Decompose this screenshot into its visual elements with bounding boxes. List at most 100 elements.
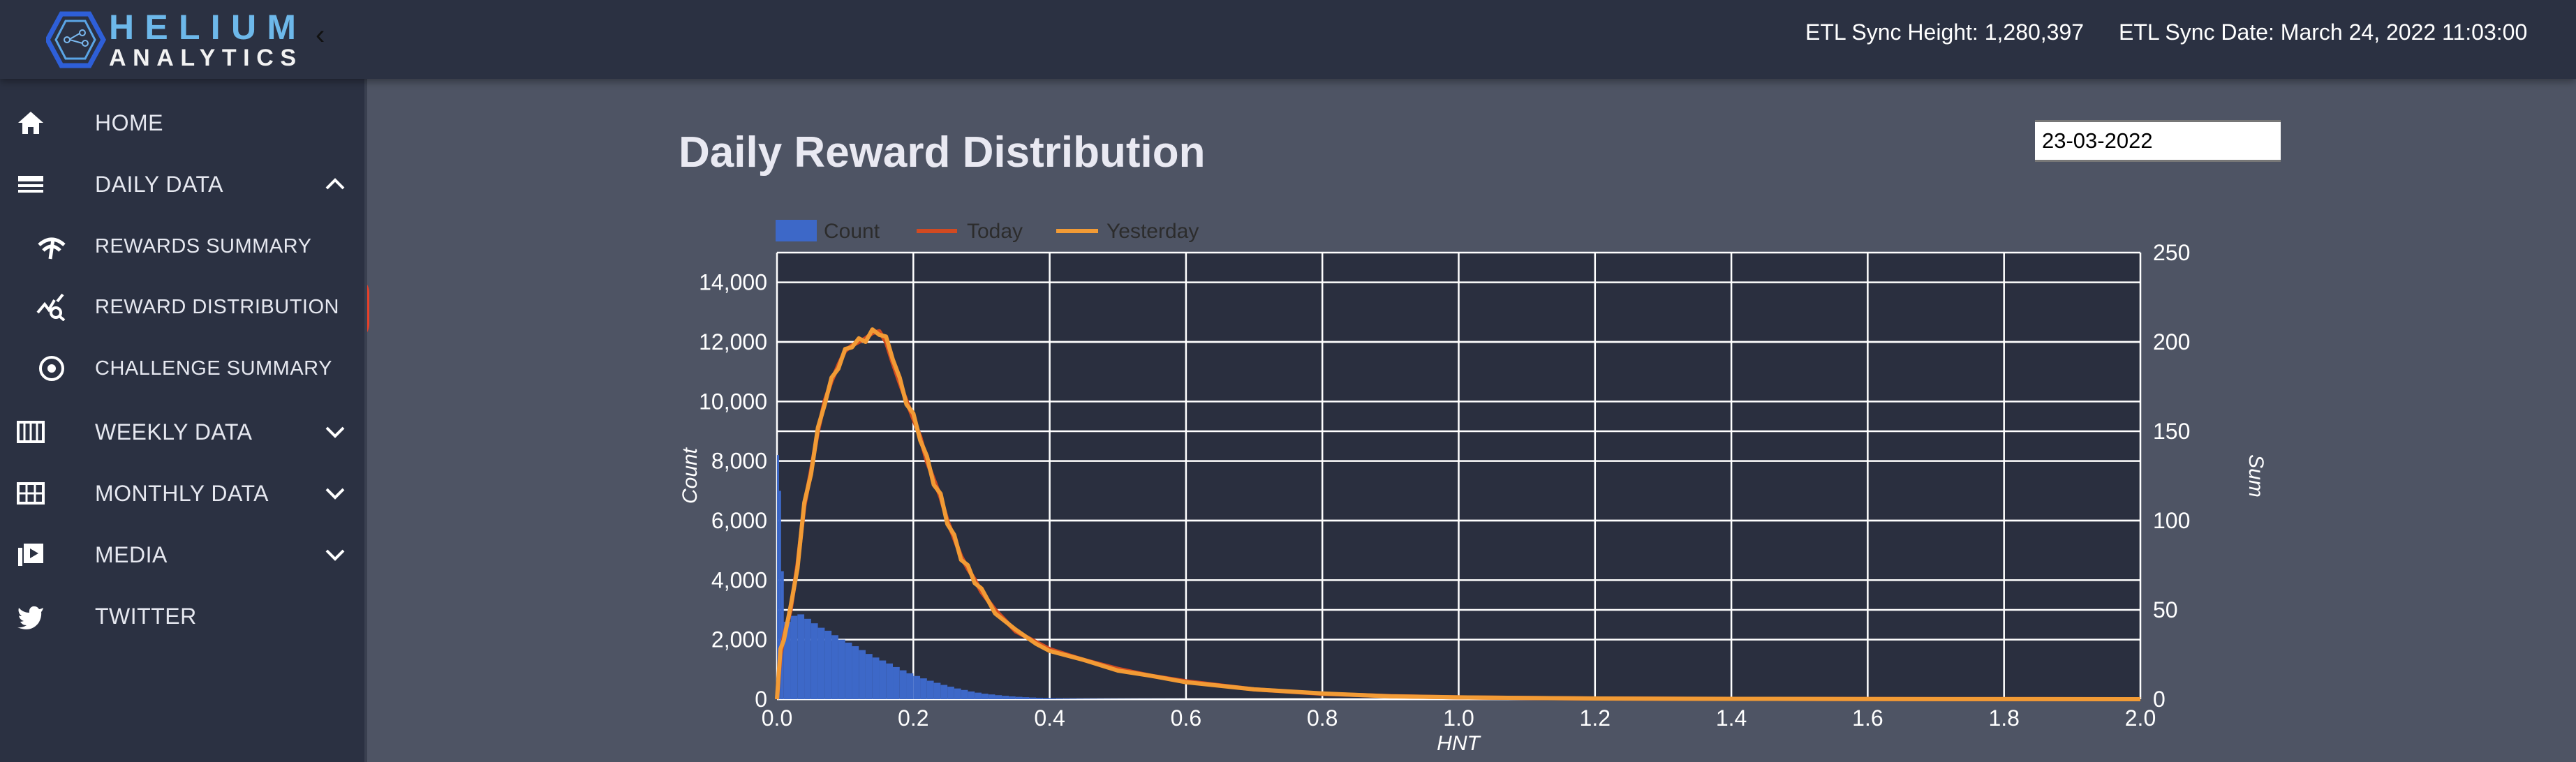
histogram-bar <box>790 615 798 699</box>
histogram-bar <box>778 491 781 699</box>
x-tick-label: 0.4 <box>1034 705 1065 731</box>
histogram-bar <box>783 622 791 699</box>
sidebar-item-label: REWARD DISTRIBUTION <box>95 296 339 318</box>
sidebar-item-label: DAILY DATA <box>95 172 224 197</box>
histogram-bar <box>954 688 961 699</box>
histogram-bar <box>913 675 921 699</box>
histogram-bar <box>852 646 859 699</box>
x-axis-title: HNT <box>1437 732 1481 755</box>
legend-yesterday-label[interactable]: Yesterday <box>1106 220 1199 243</box>
histogram-bar <box>1036 697 1043 699</box>
histogram-bar <box>817 627 825 699</box>
sidebar-item-label: WEEKLY DATA <box>95 419 253 444</box>
legend-count-swatch <box>776 220 817 241</box>
chevron-down-icon[interactable] <box>323 542 348 567</box>
gauge-icon <box>38 237 66 260</box>
helium-analytics-logo[interactable]: HELIUM ANALYTICS <box>46 8 297 71</box>
histogram-bar <box>824 630 832 699</box>
sidebar-item-media[interactable]: MEDIA <box>0 527 364 583</box>
histogram-bar <box>893 666 900 699</box>
histogram-bar <box>1042 698 1050 699</box>
y2-tick-label: 100 <box>2153 508 2190 533</box>
y2-tick-label: 50 <box>2153 597 2178 622</box>
y-tick-label: 6,000 <box>711 508 767 533</box>
sidebar-item-label: MEDIA <box>95 542 168 567</box>
video-icon <box>18 544 43 566</box>
y-tick-label: 8,000 <box>711 449 767 474</box>
y-tick-label: 2,000 <box>711 627 767 652</box>
legend[interactable]: Count Today Yesterday <box>776 220 1199 243</box>
histogram-bar <box>1090 698 1097 699</box>
twitter-icon <box>17 606 43 629</box>
sidebar-item-monthly-data[interactable]: MONTHLY DATA <box>0 465 364 521</box>
histogram-bar <box>947 687 954 699</box>
sidebar-item-rewards-summary[interactable]: REWARDS SUMMARY <box>0 218 364 274</box>
histogram-bar <box>777 455 779 699</box>
svg-text:HELIUM: HELIUM <box>109 8 296 47</box>
page-title: Daily Reward Distribution <box>679 128 1206 177</box>
histogram-bar <box>879 660 887 699</box>
histogram-bar <box>975 692 982 699</box>
histogram-bar <box>968 691 975 699</box>
histogram-bar <box>1015 696 1023 699</box>
histogram-bar <box>1022 697 1030 699</box>
sidebar-item-label: TWITTER <box>95 604 197 629</box>
target-icon <box>39 356 64 381</box>
svg-text:ANALYTICS: ANALYTICS <box>109 45 296 71</box>
histogram-bar <box>1083 698 1091 699</box>
legend-yesterday-swatch <box>1056 229 1098 233</box>
histogram-bar <box>1063 698 1070 699</box>
chevron-down-icon[interactable] <box>323 419 348 444</box>
histogram-bar <box>1049 698 1057 699</box>
histogram-bar <box>981 694 989 699</box>
histogram-bar <box>859 650 866 699</box>
chevron-down-icon[interactable] <box>323 481 348 506</box>
histogram-bar <box>865 654 873 699</box>
histogram-bar <box>797 614 805 699</box>
y2-tick-label: 200 <box>2153 329 2190 354</box>
etl-sync-date: ETL Sync Date: March 24, 2022 11:03:00 <box>2119 20 2528 45</box>
sidebar-item-reward-distribution[interactable]: REWARD DISTRIBUTION <box>0 279 364 335</box>
y-tick-label: 12,000 <box>699 329 767 354</box>
histogram-bar <box>804 618 811 699</box>
y-axis-title: Count <box>679 447 702 504</box>
sidebar-item-challenge-summary[interactable]: CHALLENGE SUMMARY <box>0 341 364 396</box>
histogram-bar <box>1056 698 1064 699</box>
histogram-bar <box>1097 698 1104 699</box>
sidebar-item-label: HOME <box>95 110 163 135</box>
menu-icon <box>18 176 43 193</box>
y-tick-label: 10,000 <box>699 389 767 414</box>
x-tick-label: 0.0 <box>762 705 792 731</box>
sidebar-item-daily-data[interactable]: DAILY DATA <box>0 156 364 212</box>
legend-count-label[interactable]: Count <box>824 220 880 243</box>
ticks: 0.0 0.2 0.4 0.6 0.8 1.0 1.2 1.4 1.6 1.8 2.002,0004… <box>699 240 2190 731</box>
legend-today-swatch <box>917 229 957 233</box>
chevron-up-icon[interactable] <box>323 172 348 197</box>
sidebar-item-label: MONTHLY DATA <box>95 481 269 506</box>
histogram-bar <box>1002 696 1009 699</box>
sidebar-item-weekly-data[interactable]: WEEKLY DATA <box>0 404 364 460</box>
histogram-bar <box>1076 698 1084 699</box>
sidebar: HOME DAILY DATA REWARDS SUMMARY REWARD D… <box>0 79 367 762</box>
histogram-bar <box>845 642 852 699</box>
sidebar-item-twitter[interactable]: TWITTER <box>0 588 364 644</box>
etl-sync-height: ETL Sync Height: 1,280,397 <box>1805 20 2085 45</box>
histogram-bar <box>1029 697 1037 699</box>
histogram-bar <box>838 639 845 699</box>
histogram-bar <box>899 670 907 699</box>
sidebar-item-home[interactable]: HOME <box>0 95 364 151</box>
histogram-bar <box>1009 696 1016 699</box>
collapse-sidebar-button[interactable]: ‹ <box>316 20 325 50</box>
histogram-bar <box>810 623 818 699</box>
histogram-bar <box>926 680 934 699</box>
legend-today-label[interactable]: Today <box>967 220 1023 243</box>
x-tick-label: 0.2 <box>898 705 928 731</box>
date-input[interactable] <box>2035 120 2281 162</box>
histogram-bar <box>906 673 914 699</box>
histogram-bar <box>988 694 995 699</box>
y-tick-label: 4,000 <box>711 567 767 592</box>
x-tick-label: 0.8 <box>1307 705 1338 731</box>
y2-tick-label: 150 <box>2153 419 2190 444</box>
top-header: HELIUM ANALYTICS ‹ ETL Sync Height: 1,28… <box>0 0 2576 79</box>
y-tick-label: 0 <box>755 687 767 712</box>
